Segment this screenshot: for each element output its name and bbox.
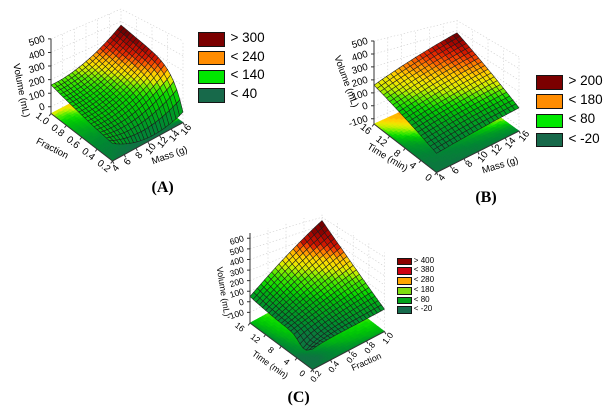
svg-text:12: 12 — [373, 134, 388, 149]
svg-text:8: 8 — [266, 345, 276, 356]
svg-text:100: 100 — [228, 286, 245, 300]
svg-text:0: 0 — [297, 368, 307, 379]
svg-text:12: 12 — [489, 143, 504, 158]
svg-text:500: 500 — [28, 34, 47, 49]
svg-text:200: 200 — [228, 275, 245, 289]
svg-text:300: 300 — [28, 61, 47, 76]
svg-text:8: 8 — [464, 158, 476, 170]
svg-text:4: 4 — [282, 356, 292, 367]
svg-text:400: 400 — [351, 49, 370, 64]
svg-text:4: 4 — [436, 172, 448, 184]
svg-text:1.0: 1.0 — [33, 111, 51, 128]
svg-text:400: 400 — [28, 47, 47, 62]
svg-text:0: 0 — [361, 100, 370, 112]
svg-text:0.2: 0.2 — [308, 368, 323, 384]
svg-text:100: 100 — [351, 88, 370, 103]
svg-text:0.8: 0.8 — [49, 122, 67, 139]
svg-text:12: 12 — [155, 135, 170, 150]
svg-text:8: 8 — [134, 150, 146, 162]
svg-text:300: 300 — [351, 62, 370, 77]
svg-text:0: 0 — [38, 101, 47, 113]
svg-text:100: 100 — [28, 88, 47, 103]
svg-text:300: 300 — [228, 265, 245, 279]
svg-text:8: 8 — [391, 148, 403, 160]
svg-text:600: 600 — [228, 233, 245, 247]
svg-text:200: 200 — [351, 75, 370, 90]
svg-text:0.4: 0.4 — [79, 146, 97, 163]
svg-text:200: 200 — [28, 74, 47, 89]
svg-text:6: 6 — [122, 156, 134, 168]
svg-text:4: 4 — [110, 162, 122, 174]
svg-text:0: 0 — [238, 297, 246, 308]
svg-text:16: 16 — [233, 320, 247, 334]
svg-text:0.2: 0.2 — [95, 158, 113, 175]
svg-text:6: 6 — [450, 165, 462, 177]
svg-text:4: 4 — [407, 160, 419, 172]
svg-text:12: 12 — [249, 332, 263, 346]
svg-text:0: 0 — [423, 172, 435, 184]
svg-text:500: 500 — [351, 36, 370, 51]
svg-text:Fraction: Fraction — [34, 136, 70, 162]
svg-text:400: 400 — [228, 254, 245, 268]
svg-text:-100: -100 — [226, 307, 246, 322]
svg-text:500: 500 — [228, 244, 245, 258]
